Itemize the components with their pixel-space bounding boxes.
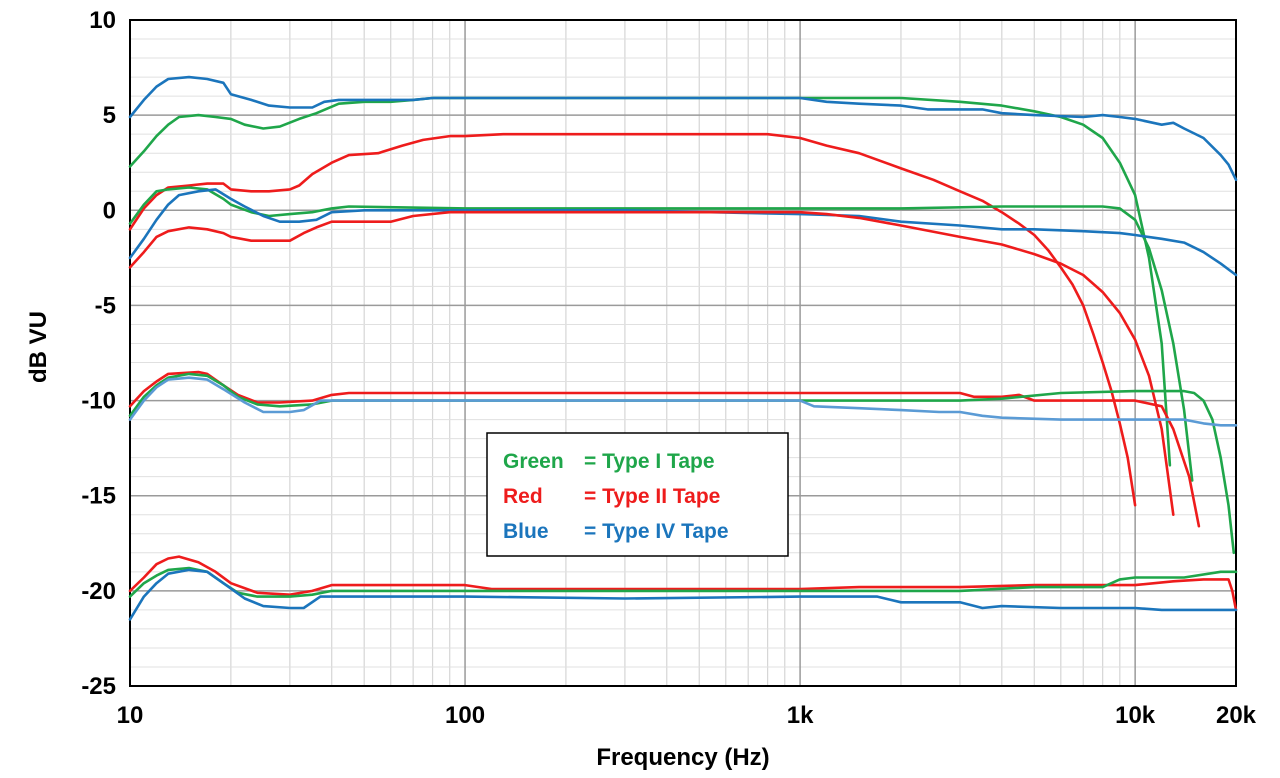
y-tick-label: -20 [81,578,116,605]
series-type-i-20 [128,566,1238,598]
series-type-iv-10 [128,376,1238,427]
x-tick-label: 100 [445,702,485,729]
series-type-ii-0 [128,210,1175,517]
series-type-ii-10 [128,370,1201,528]
x-axis-ticks: 10 100 1k 10k 20k [117,702,1257,729]
x-axis-title: Frequency (Hz) [596,744,769,771]
legend-entry-green-value: = Type I Tape [584,450,715,473]
series-type-iv-0 [128,188,1238,277]
y-axis-title: dB VU [25,311,52,383]
x-tick-label: 10k [1115,702,1156,729]
series-layer [128,75,1238,621]
y-tick-label: -10 [81,388,116,415]
x-tick-label: 10 [117,702,144,729]
minor-grid [130,20,1237,686]
y-tick-label: 0 [103,197,116,224]
y-tick-label: -25 [81,673,116,700]
x-tick-label: 1k [787,702,814,729]
y-tick-label: 10 [89,7,116,34]
plot-area-frame [129,19,1237,687]
y-tick-label: 5 [103,102,116,129]
y-axis-ticks: 10 5 0 -5 -10 -15 -20 -25 [81,7,116,700]
series-type-ii-4 [128,132,1137,507]
y-tick-label: -15 [81,483,116,510]
series-type-iv-20 [128,568,1238,621]
x-tick-label: 20k [1216,702,1257,729]
legend-entry-red-label: Red [503,485,543,508]
y-tick-label: -5 [95,292,116,319]
series-type-ii-20 [128,555,1238,612]
legend-entry-blue-label: Blue [503,520,549,543]
legend-box [486,432,789,557]
legend-entry-red-value: = Type II Tape [584,485,720,508]
series-type-i-0 [128,186,1194,482]
legend-entry-blue-value: = Type IV Tape [584,520,729,543]
series-type-iv-6 [128,75,1238,182]
legend: Green = Type I Tape Red = Type II Tape B… [486,432,789,557]
legend-entry-green-label: Green [503,450,564,473]
